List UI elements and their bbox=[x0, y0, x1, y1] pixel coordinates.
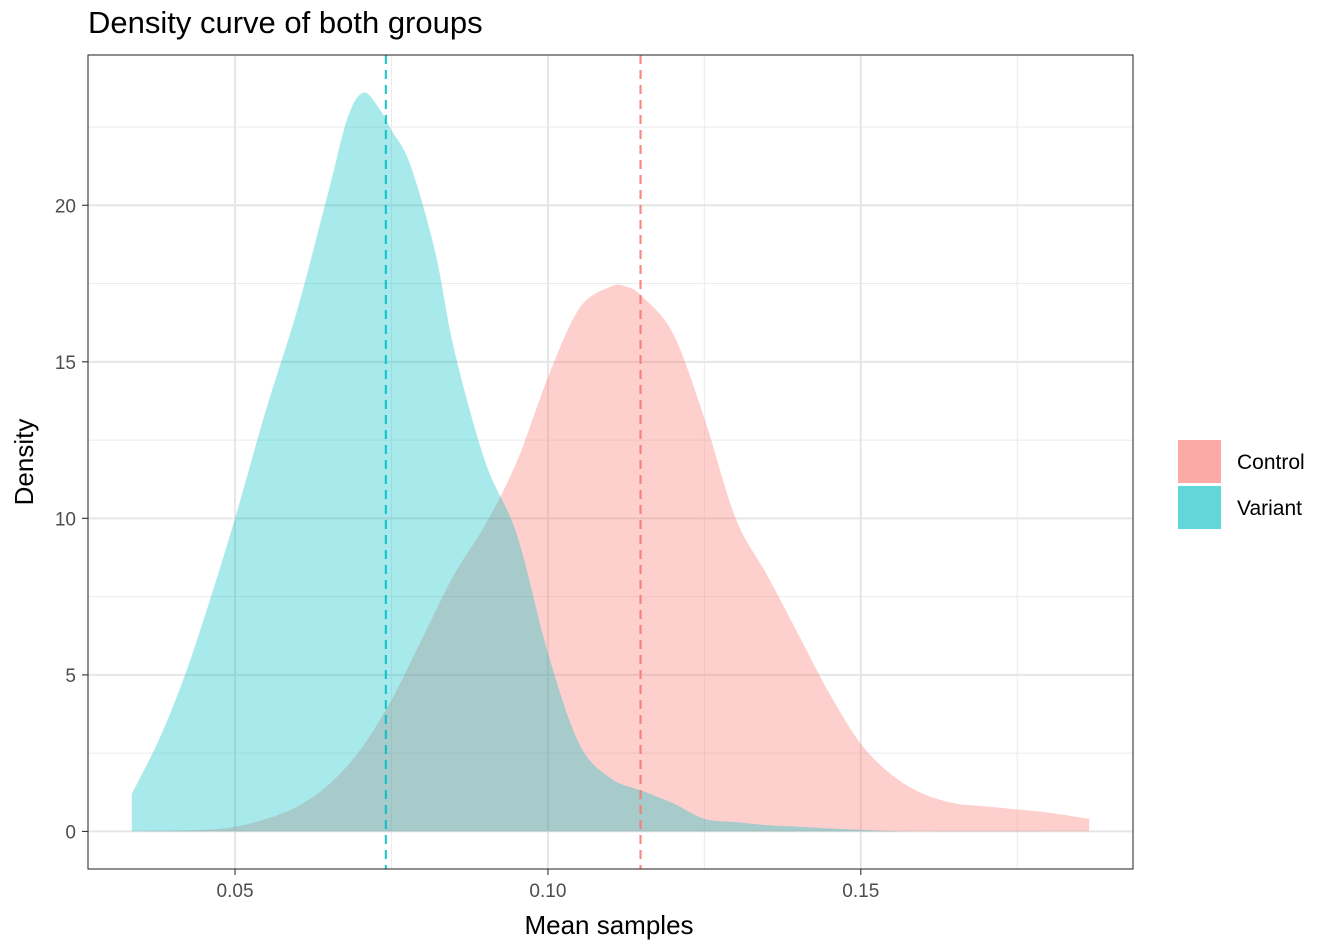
density-area-control bbox=[131, 284, 1090, 832]
y-tick-label: 20 bbox=[55, 196, 76, 217]
legend-key-control bbox=[1178, 440, 1221, 483]
plot-panel bbox=[88, 55, 1133, 869]
y-axis: 0 5 10 15 20 bbox=[55, 196, 88, 843]
legend: Control Variant bbox=[1178, 440, 1305, 529]
x-tick-label: 0.15 bbox=[842, 881, 879, 902]
legend-label-variant: Variant bbox=[1237, 497, 1302, 520]
density-areas bbox=[131, 92, 1090, 832]
mean-lines bbox=[384, 55, 642, 869]
y-tick-label: 10 bbox=[55, 509, 76, 530]
y-tick-label: 5 bbox=[65, 666, 76, 687]
y-tick-label: 15 bbox=[55, 353, 76, 374]
density-area-variant bbox=[131, 92, 1090, 832]
major-gridlines bbox=[88, 55, 1133, 869]
x-tick-label: 0.05 bbox=[217, 881, 254, 902]
minor-gridlines bbox=[88, 55, 1133, 869]
y-tick-label: 0 bbox=[65, 822, 76, 843]
x-tick-label: 0.10 bbox=[529, 881, 566, 902]
x-axis-title: Mean samples bbox=[524, 910, 693, 940]
x-axis: 0.05 0.10 0.15 bbox=[217, 869, 879, 902]
plot-panel-border bbox=[87, 54, 1134, 870]
legend-key-variant bbox=[1178, 486, 1221, 529]
y-axis-title: Density bbox=[9, 419, 39, 506]
chart-title: Density curve of both groups bbox=[88, 5, 483, 40]
legend-label-control: Control bbox=[1237, 451, 1305, 474]
